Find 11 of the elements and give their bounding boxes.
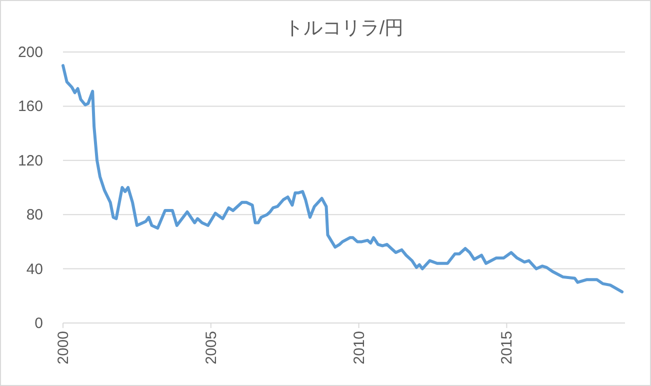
ytick: 40 <box>26 260 43 278</box>
ytick: 0 <box>34 315 43 332</box>
title: トルコリラ/円 <box>284 18 404 39</box>
ytick: 160 <box>18 98 43 116</box>
ytick: 200 <box>18 44 43 61</box>
xtick: 2010 <box>350 331 368 364</box>
xtick: 2005 <box>202 331 220 364</box>
xtick: 2000 <box>55 331 72 364</box>
xtick: 2015 <box>498 331 516 364</box>
ytick: 80 <box>26 206 43 224</box>
ytick: 120 <box>18 152 43 170</box>
